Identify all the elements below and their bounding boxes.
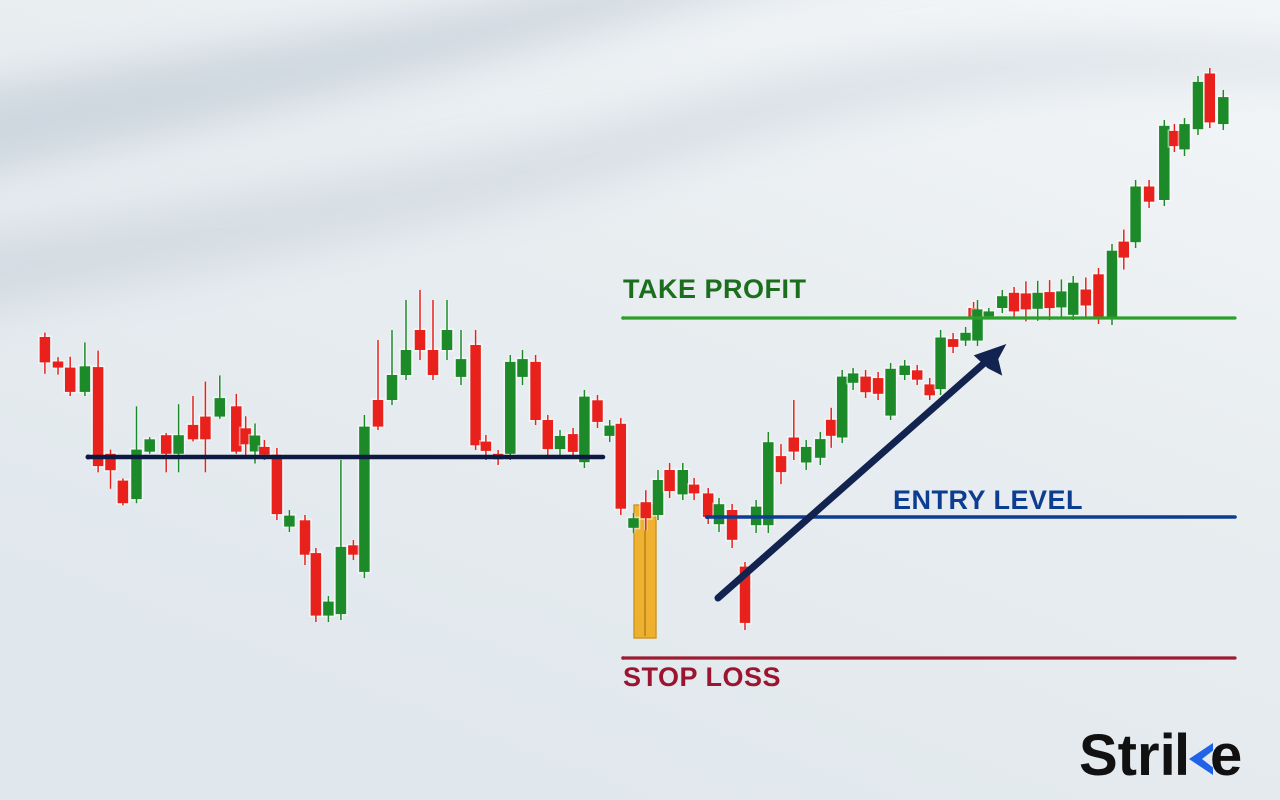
- svg-text:TAKE PROFIT: TAKE PROFIT: [623, 274, 807, 304]
- svg-text:STOP LOSS: STOP LOSS: [623, 662, 781, 692]
- svg-text:Stri: Stri: [1079, 723, 1176, 788]
- svg-text:l: l: [1174, 723, 1190, 788]
- svg-text:e: e: [1210, 723, 1242, 788]
- svg-text:ENTRY LEVEL: ENTRY LEVEL: [893, 485, 1083, 515]
